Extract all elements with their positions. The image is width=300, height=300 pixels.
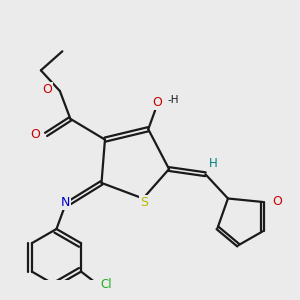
Text: O: O xyxy=(42,83,52,96)
Text: -H: -H xyxy=(167,95,179,105)
Text: Cl: Cl xyxy=(100,278,112,291)
Text: N: N xyxy=(60,196,70,209)
Text: H: H xyxy=(209,158,218,170)
Text: O: O xyxy=(30,128,40,141)
Text: S: S xyxy=(140,196,148,209)
Text: O: O xyxy=(272,196,282,208)
Text: O: O xyxy=(152,96,162,109)
